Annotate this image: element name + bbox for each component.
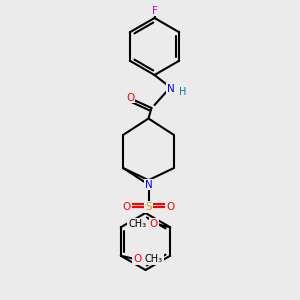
- Text: CH₃: CH₃: [145, 254, 163, 264]
- Text: O: O: [126, 92, 135, 103]
- Text: O: O: [122, 202, 131, 212]
- Text: F: F: [152, 5, 158, 16]
- Text: O: O: [166, 202, 175, 212]
- Text: N: N: [167, 83, 175, 94]
- Text: CH₃: CH₃: [128, 219, 146, 229]
- Text: N: N: [145, 179, 152, 190]
- Text: O: O: [133, 254, 141, 264]
- Text: O: O: [150, 219, 158, 229]
- Text: S: S: [145, 202, 152, 212]
- Text: H: H: [179, 87, 186, 97]
